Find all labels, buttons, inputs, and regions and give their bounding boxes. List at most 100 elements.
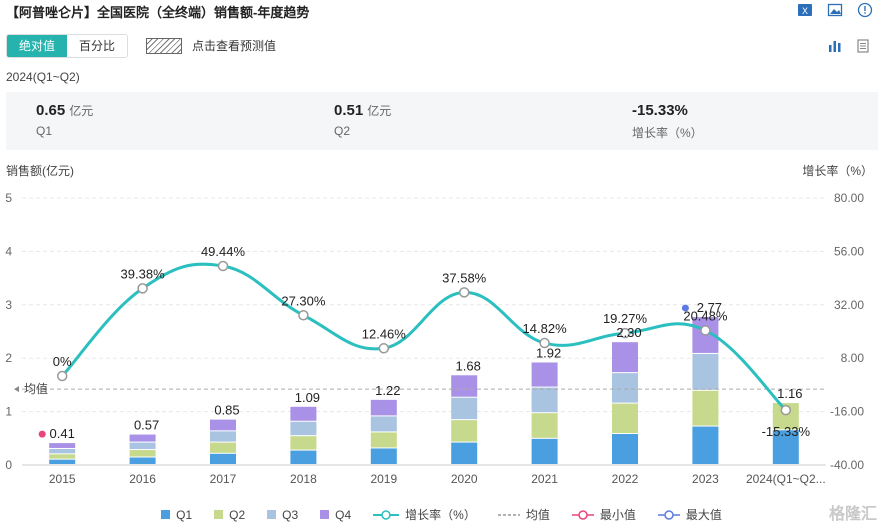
legend-growth[interactable]: 增长率（%） — [373, 506, 476, 523]
growth-label: 19.27% — [603, 311, 648, 326]
total-label: 1.22 — [375, 383, 400, 398]
bar-q2 — [531, 413, 558, 438]
bar-q4 — [129, 434, 156, 442]
bar-q2 — [692, 390, 719, 426]
growth-label: 27.30% — [281, 293, 326, 308]
table-icon[interactable] — [855, 38, 871, 54]
toggle-absolute[interactable]: 绝对值 — [7, 35, 68, 57]
growth-point — [378, 343, 390, 354]
forecast-label: 点击查看预测值 — [192, 39, 277, 53]
bar-q3 — [49, 448, 76, 454]
legend-min[interactable]: 最小值 — [571, 506, 636, 523]
bar-q4 — [451, 375, 478, 397]
x-tick-label: 2023 — [692, 472, 719, 486]
total-label: 1.09 — [295, 390, 320, 405]
bar-q1 — [531, 438, 558, 464]
bar-q2 — [129, 450, 156, 457]
legend-q1[interactable]: Q1 — [161, 506, 192, 523]
total-label: 1.16 — [777, 386, 802, 401]
watermark-logo: 格隆汇 — [828, 506, 877, 523]
view-switch — [827, 38, 871, 54]
bar-q1 — [210, 453, 236, 464]
total-label: 2.30 — [616, 325, 641, 340]
warning-icon[interactable] — [857, 2, 873, 18]
bar-q3 — [531, 387, 558, 413]
y-tick-right: -16.00 — [830, 405, 864, 419]
stat-q2: 0.51 亿元 Q2 — [334, 102, 391, 138]
bar-q4 — [49, 443, 76, 448]
legend-growth-label: 增长率（%） — [405, 508, 476, 522]
bar-chart-icon[interactable] — [827, 38, 843, 54]
bar-q2 — [612, 403, 638, 434]
top-icon-bar: X — [797, 2, 873, 18]
legend-q2-swatch — [214, 510, 224, 519]
legend-mean-line-icon — [497, 513, 520, 516]
bar-q3 — [612, 373, 638, 403]
growth-point — [539, 337, 550, 349]
q1-label: Q1 — [36, 124, 53, 138]
bar-q1 — [451, 442, 478, 464]
legend-min-icon — [571, 509, 594, 520]
q1-value: 0.65 — [36, 102, 66, 119]
legend-q4-label: Q4 — [335, 507, 352, 522]
toggle-percent[interactable]: 百分比 — [67, 35, 128, 57]
legend-q3-swatch — [267, 510, 277, 519]
forecast-toggle[interactable]: 点击查看预测值 — [146, 37, 276, 54]
growth-point — [56, 370, 68, 382]
growth-label: 12.46% — [362, 326, 407, 341]
stat-growth: -15.33% 增长率（%） — [632, 102, 703, 141]
bar-q1 — [49, 459, 76, 464]
mean-marker — [14, 386, 19, 393]
legend-q4-swatch — [320, 510, 330, 519]
bar-q1 — [772, 430, 799, 464]
growth-label: 39.38% — [121, 266, 166, 281]
y-tick-right: 32.00 — [834, 298, 864, 312]
min-marker — [38, 430, 46, 438]
bar-q3 — [129, 442, 156, 450]
bar-q4 — [531, 362, 558, 387]
total-label: 1.92 — [536, 345, 561, 360]
bar-q3 — [290, 421, 317, 436]
y-tick-right: 8.00 — [841, 351, 865, 365]
q2-unit: 亿元 — [367, 104, 392, 118]
right-axis-title: 增长率（%） — [802, 164, 873, 178]
growth-label: 增长率（%） — [632, 126, 703, 140]
bar-q1 — [370, 448, 397, 464]
chart-legend: Q1 Q2 Q3 Q4 增长率（%） 均值 最小值 最大值 — [0, 506, 883, 523]
total-label: 0.41 — [50, 426, 75, 441]
growth-line — [61, 262, 787, 412]
legend-max[interactable]: 最大值 — [657, 506, 722, 523]
bar-q2 — [290, 436, 317, 450]
legend-q4[interactable]: Q4 — [320, 506, 351, 523]
growth-label: -15.33% — [762, 424, 811, 439]
q2-label: Q2 — [334, 124, 351, 138]
excel-icon[interactable]: X — [797, 2, 813, 18]
total-label: 1.68 — [456, 358, 481, 373]
total-label: 0.57 — [134, 418, 159, 433]
y-tick-left: 5 — [5, 191, 12, 205]
legend-growth-line-icon — [373, 509, 400, 520]
growth-point — [298, 310, 309, 321]
value-mode-toggle: 绝对值 百分比 — [6, 34, 129, 58]
y-tick-right: 80.00 — [834, 191, 864, 205]
legend-q2-label: Q2 — [229, 507, 246, 522]
legend-mean[interactable]: 均值 — [497, 506, 550, 523]
legend-min-label: 最小值 — [599, 508, 636, 522]
image-icon[interactable] — [827, 2, 843, 18]
x-tick-label: 2017 — [210, 472, 237, 486]
y-tick-right: -40.00 — [830, 458, 864, 472]
legend-q2[interactable]: Q2 — [214, 506, 245, 523]
growth-label: 0% — [53, 354, 72, 369]
bar-q1 — [290, 450, 317, 464]
legend-q3[interactable]: Q3 — [267, 506, 298, 523]
x-tick-label: 2019 — [370, 472, 397, 486]
bar-q4 — [612, 342, 638, 373]
y-tick-right: 56.00 — [834, 244, 864, 258]
y-tick-left: 0 — [5, 458, 12, 472]
x-tick-label: 2018 — [290, 472, 317, 486]
bar-q3 — [370, 416, 397, 432]
growth-point — [700, 325, 711, 336]
bar-q2 — [210, 442, 236, 453]
total-label: 2.77 — [697, 300, 722, 315]
